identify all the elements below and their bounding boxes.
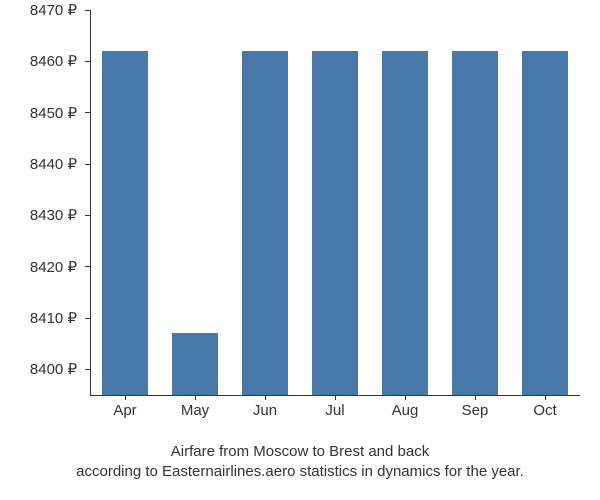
y-tick-mark bbox=[85, 266, 90, 267]
x-tick-label: Apr bbox=[113, 402, 136, 419]
y-axis-line bbox=[90, 10, 91, 395]
y-tick-mark bbox=[85, 112, 90, 113]
y-tick-label: 8460 ₽ bbox=[30, 52, 77, 70]
bar bbox=[452, 51, 499, 395]
y-tick-mark bbox=[85, 10, 90, 11]
bar bbox=[522, 51, 569, 395]
x-tick-label: Jun bbox=[253, 402, 277, 419]
y-tick-mark bbox=[85, 61, 90, 62]
bar bbox=[242, 51, 289, 395]
bar bbox=[102, 51, 149, 395]
y-tick-label: 8470 ₽ bbox=[30, 1, 77, 19]
caption-line-1: Airfare from Moscow to Brest and back bbox=[171, 443, 429, 460]
y-tick-label: 8420 ₽ bbox=[30, 258, 77, 276]
y-tick-label: 8410 ₽ bbox=[30, 309, 77, 327]
x-tick-label: Sep bbox=[462, 402, 489, 419]
x-tick-label: Aug bbox=[392, 402, 419, 419]
x-tick-label: Oct bbox=[533, 402, 556, 419]
y-tick-mark bbox=[85, 215, 90, 216]
chart-caption: Airfare from Moscow to Brest and back ac… bbox=[0, 442, 600, 483]
plot-area bbox=[90, 10, 580, 395]
caption-line-2: according to Easternairlines.aero statis… bbox=[76, 463, 524, 480]
airfare-bar-chart: 8400 ₽ 8410 ₽ 8420 ₽ 8430 ₽ 8440 ₽ 8450 ₽ 8460… bbox=[20, 10, 580, 430]
x-tick-label: May bbox=[181, 402, 209, 419]
x-tick-label: Jul bbox=[325, 402, 344, 419]
y-tick-label: 8440 ₽ bbox=[30, 155, 77, 173]
y-tick-mark bbox=[85, 164, 90, 165]
y-tick-label: 8450 ₽ bbox=[30, 104, 77, 122]
bar bbox=[312, 51, 359, 395]
y-tick-label: 8400 ₽ bbox=[30, 360, 77, 378]
y-tick-label: 8430 ₽ bbox=[30, 206, 77, 224]
y-axis: 8400 ₽ 8410 ₽ 8420 ₽ 8430 ₽ 8440 ₽ 8450 ₽ 8460… bbox=[20, 10, 85, 395]
y-tick-mark bbox=[85, 369, 90, 370]
bar bbox=[172, 333, 219, 395]
x-axis: Apr May Jun Jul Aug Sep Oct bbox=[90, 400, 580, 425]
bar bbox=[382, 51, 429, 395]
y-tick-mark bbox=[85, 318, 90, 319]
